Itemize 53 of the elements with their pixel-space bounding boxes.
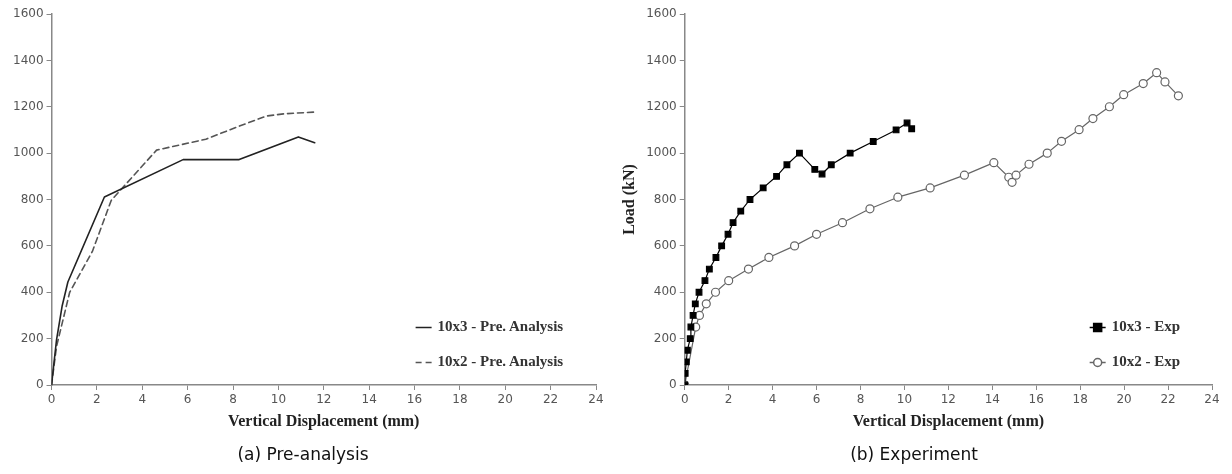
y-tick-label: 1600: [646, 6, 677, 21]
y-tick-label: 1200: [646, 98, 677, 113]
x-axis-title: Vertical Displacement (mm): [228, 412, 420, 431]
y-tick-label: 1000: [646, 145, 677, 160]
x-tick-label: 14: [984, 392, 1000, 407]
x-tick-label: 24: [588, 392, 604, 407]
y-tick-label: 400: [20, 284, 44, 299]
legend-label: 10x2 - Pre. Analysis: [437, 353, 564, 370]
legend-label: 10x2 - Exp: [1111, 353, 1180, 370]
y-tick-label: 0: [669, 377, 677, 392]
x-tick-label: 12: [316, 392, 332, 407]
x-tick-label: 16: [1028, 392, 1044, 407]
y-tick-label: 400: [653, 284, 677, 299]
x-tick-label: 20: [1116, 392, 1132, 407]
x-tick-label: 20: [497, 392, 513, 407]
text: (a) Pre-analysis: [237, 444, 369, 465]
y-tick-label: 600: [20, 238, 44, 252]
x-tick-label: 18: [1072, 392, 1088, 407]
x-axis-title: Vertical Displacement (mm): [852, 412, 1045, 431]
y-tick-label: 0: [35, 377, 44, 392]
x-tick-label: 6: [183, 392, 192, 407]
y-tick-label: 200: [653, 330, 677, 345]
y-tick-label: 200: [20, 330, 44, 345]
y-tick-label: 1600: [12, 6, 44, 21]
x-tick-label: 14: [361, 392, 377, 407]
y-tick-label: 800: [653, 191, 677, 206]
y-tick-label: 800: [20, 191, 44, 206]
legend-label: 10x3 - Exp: [1111, 318, 1180, 335]
y-tick-label: 1400: [646, 52, 677, 67]
x-tick-label: 0: [680, 392, 689, 407]
x-tick-label: 8: [229, 392, 237, 407]
x-tick-label: 4: [768, 392, 777, 407]
x-tick-label: 6: [812, 392, 821, 407]
y-tick-label: 1400: [12, 52, 44, 67]
x-tick-label: 0: [47, 392, 56, 407]
x-tick-label: 18: [452, 392, 468, 407]
x-tick-label: 22: [542, 392, 559, 407]
x-tick-label: 10: [896, 392, 913, 407]
x-tick-label: 12: [940, 392, 957, 407]
x-tick-label: 2: [724, 392, 733, 407]
y-tick-label: 1000: [12, 145, 44, 160]
x-tick-label: 16: [406, 392, 423, 407]
x-tick-label: 10: [270, 392, 287, 407]
y-axis-title: Load (kN): [619, 164, 638, 235]
x-tick-label: 24: [1204, 392, 1220, 407]
x-tick-label: 8: [856, 392, 865, 407]
x-tick-label: 2: [93, 392, 101, 407]
y-tick-label: 1200: [12, 98, 44, 113]
text: (b) Experiment: [850, 444, 979, 465]
y-tick-label: 600: [653, 238, 677, 252]
x-tick-label: 22: [1160, 392, 1176, 407]
x-tick-label: 4: [138, 392, 147, 407]
legend-label: 10x3 - Pre. Analysis: [437, 318, 564, 335]
